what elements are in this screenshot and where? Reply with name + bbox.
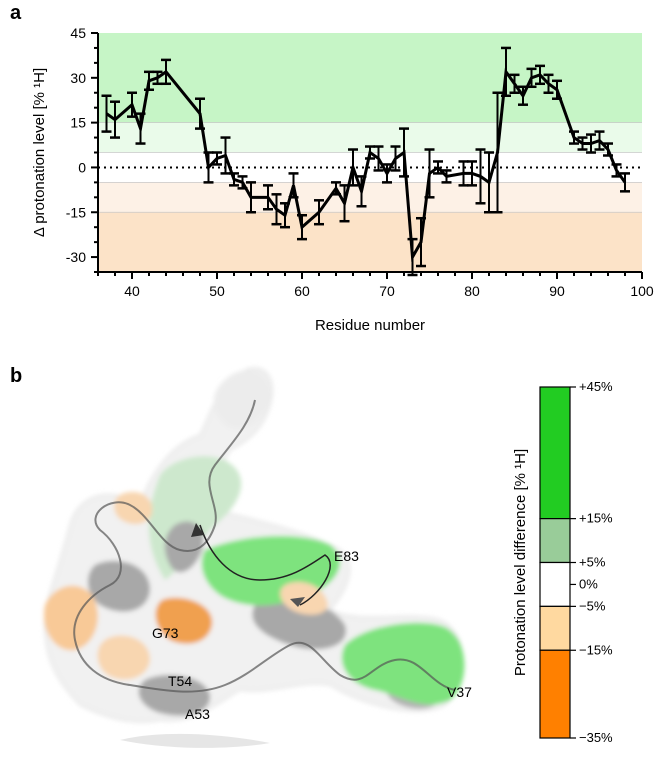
colorbar-title: Protonation level difference [% ¹H]	[512, 449, 529, 676]
colorbar-tick-label: +5%	[579, 555, 606, 570]
shadow-ribbon	[120, 733, 270, 748]
residue-label-t54: T54	[168, 673, 192, 689]
strand-arrow-2	[290, 597, 305, 607]
residue-label-e83: E83	[334, 548, 359, 564]
axes: 45 30 15 0 -15 -30 40 50 60 70 80 90 100	[66, 25, 654, 299]
colorbar-tick-label: 0%	[579, 576, 598, 591]
colorbar-tick-label: +15%	[579, 511, 613, 526]
surface-green-v37	[341, 622, 465, 705]
surface-white-top	[213, 369, 271, 429]
band-2	[98, 182, 642, 213]
x-axis-label: Residue number	[315, 317, 425, 334]
protein-surface-figure: E83 G73 T54 A53 V37 +45% +15% +5% 0% −5% −15%…	[44, 367, 613, 748]
residue-label-a53: A53	[185, 706, 210, 722]
y-tick-label: 0	[78, 159, 86, 175]
surface-grey-3	[252, 600, 346, 650]
y-tick-label: 15	[70, 115, 86, 131]
colorbar-segment-3	[539, 605, 571, 651]
x-tick-label: 60	[294, 283, 310, 299]
y-tick-label: 30	[70, 70, 86, 86]
colorbar-segment-2	[539, 561, 571, 607]
surface-light-orange-left	[44, 585, 98, 651]
surface-grey-2	[87, 560, 150, 612]
backbone-tube	[73, 399, 456, 693]
surface-light-orange-2	[97, 635, 150, 680]
background-bands	[98, 33, 642, 272]
x-tick-label: 40	[124, 283, 140, 299]
residue-label-v37: V37	[447, 684, 472, 700]
colorbar-segment-4	[539, 649, 571, 739]
colorbar-tick-label: −5%	[579, 598, 606, 613]
panel-a-letter: a	[10, 2, 22, 24]
colorbar-tick-label: +45%	[579, 379, 613, 394]
colorbar-segment-1	[539, 518, 571, 564]
band-0	[98, 33, 642, 123]
colorbar: +45% +15% +5% 0% −5% −15% −35%	[539, 379, 613, 745]
y-tick-label: -15	[66, 204, 86, 220]
x-tick-label: 90	[549, 283, 565, 299]
panel-b-letter: b	[10, 365, 23, 387]
line-chart: 45 30 15 0 -15 -30 40 50 60 70 80 90 100 Residue num…	[31, 25, 654, 334]
y-tick-label: -30	[66, 249, 86, 265]
series-line	[105, 67, 627, 263]
y-tick-label: 45	[70, 25, 86, 41]
surface-grey-4	[138, 675, 211, 716]
x-tick-label: 100	[630, 283, 654, 299]
backbone-tube-2	[199, 524, 331, 606]
x-tick-label: 50	[209, 283, 225, 299]
colorbar-tick-label: −15%	[579, 642, 613, 657]
band-3	[98, 212, 642, 272]
x-tick-label: 80	[464, 283, 480, 299]
residue-label-g73: G73	[152, 625, 179, 641]
x-tick-label: 70	[379, 283, 395, 299]
y-axis-label: Δ protonation level [% ¹H]	[31, 68, 48, 237]
colorbar-tick-label: −35%	[579, 730, 613, 745]
surface-orange-g73	[155, 597, 213, 644]
colorbar-segment-0	[539, 386, 571, 520]
strand-arrow-1	[191, 523, 204, 537]
